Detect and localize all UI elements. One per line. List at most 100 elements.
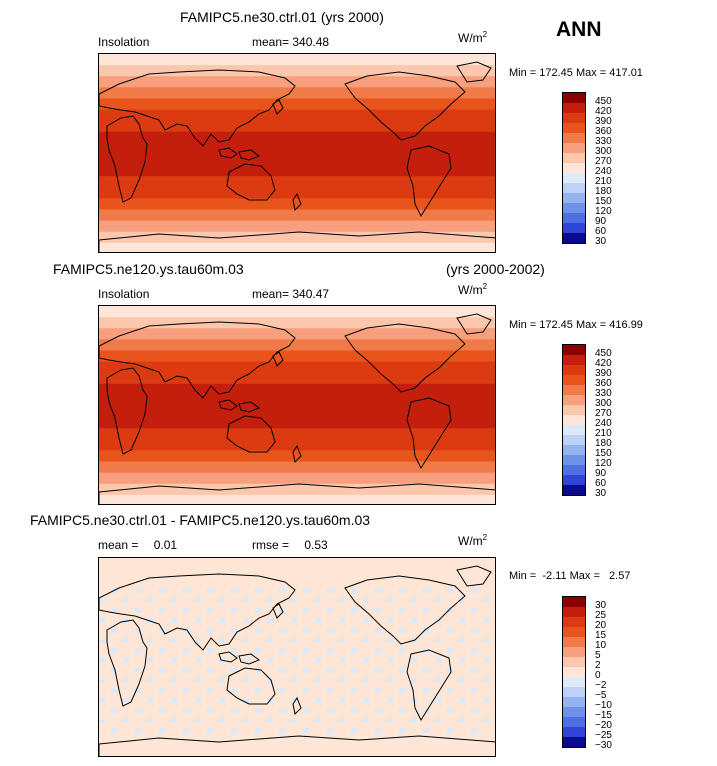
panel3-minmax: Min = -2.11 Max = 2.57 [509, 570, 631, 582]
difference-cell [207, 688, 213, 693]
season-label: ANN [556, 18, 602, 41]
colorbar-swatch [563, 93, 585, 103]
insolation-band [99, 220, 495, 233]
difference-cell [219, 618, 225, 623]
panel3-unit: W/m2 [458, 533, 488, 548]
panel1-unit: W/m2 [458, 30, 488, 45]
colorbar-tick-label: 30 [595, 236, 607, 247]
difference-cell [207, 648, 213, 653]
coastline [238, 653, 261, 665]
coastline [344, 323, 466, 393]
panel1-field-label: Insolation [98, 35, 150, 49]
difference-cell [435, 718, 441, 723]
insolation-band [99, 394, 495, 407]
colorbar-swatch [563, 415, 585, 425]
difference-cell [375, 628, 381, 633]
colorbar-tick-label: 120 [595, 206, 612, 217]
panel2-title: FAMIPC5.ne120.ys.tau60m.03 [53, 261, 244, 277]
colorbar-swatch [563, 717, 585, 727]
difference-cell [351, 688, 357, 693]
difference-cell [459, 598, 465, 603]
difference-cell [471, 688, 477, 693]
colorbar-swatch [563, 485, 585, 495]
difference-cell [339, 638, 345, 643]
difference-cell [399, 728, 405, 733]
difference-cell [387, 658, 393, 663]
difference-cell [267, 718, 273, 723]
colorbar-swatch [563, 737, 585, 747]
difference-cell [159, 648, 165, 653]
difference-cell [315, 618, 321, 623]
difference-cell [111, 688, 117, 693]
difference-cell [399, 608, 405, 613]
colorbar-tick-label: 20 [595, 620, 607, 631]
difference-cell [303, 668, 309, 673]
panel3-map [98, 557, 496, 757]
colorbar-swatch [563, 365, 585, 375]
colorbar-tick-label: 90 [595, 468, 607, 479]
panel3-colorbar [562, 596, 586, 748]
difference-cell [483, 618, 489, 623]
difference-cell [99, 658, 105, 663]
difference-cell [351, 708, 357, 713]
difference-cell [219, 598, 225, 603]
difference-cell [291, 638, 297, 643]
difference-cell [471, 708, 477, 713]
difference-cell [147, 598, 153, 603]
difference-cell [459, 618, 465, 623]
difference-cell [375, 708, 381, 713]
difference-cell [495, 708, 496, 713]
difference-cell [135, 728, 141, 733]
difference-cell [495, 648, 496, 653]
difference-cell [135, 708, 141, 713]
difference-cell [339, 598, 345, 603]
colorbar-tick-label: 5 [595, 650, 601, 661]
difference-cell [423, 688, 429, 693]
difference-cell [471, 728, 477, 733]
difference-cell [399, 628, 405, 633]
difference-cell [183, 668, 189, 673]
difference-cell [231, 608, 237, 613]
insolation-band [99, 494, 495, 504]
colorbar-tick-label: 25 [595, 610, 607, 621]
colorbar-tick-label: 420 [595, 358, 612, 369]
insolation-band [99, 361, 495, 374]
difference-cell [207, 708, 213, 713]
difference-cell [159, 708, 165, 713]
insolation-band [99, 339, 495, 351]
colorbar-swatch [563, 697, 585, 707]
insolation-band [99, 350, 495, 363]
difference-cell [291, 618, 297, 623]
difference-cell [147, 658, 153, 663]
difference-cell [195, 618, 201, 623]
colorbar-tick-label: 60 [595, 478, 607, 489]
colorbar-tick-label: 300 [595, 398, 612, 409]
colorbar-swatch [563, 355, 585, 365]
difference-cell [363, 718, 369, 723]
difference-cell [399, 688, 405, 693]
colorbar-tick-label: 300 [595, 146, 612, 157]
insolation-band [99, 142, 495, 155]
difference-cell [231, 728, 237, 733]
colorbar-tick-label: 180 [595, 438, 612, 449]
difference-cell [327, 728, 333, 733]
difference-cell [171, 598, 177, 603]
difference-cell [375, 668, 381, 673]
difference-cell [423, 588, 429, 593]
colorbar-swatch [563, 597, 585, 607]
insolation-band [99, 76, 495, 88]
insolation-band [99, 306, 495, 318]
coastline [406, 649, 452, 722]
colorbar-tick-label: 330 [595, 388, 612, 399]
coastline [344, 71, 466, 141]
difference-cell [207, 668, 213, 673]
difference-cell [399, 588, 405, 593]
colorbar-tick-label: 390 [595, 368, 612, 379]
difference-cell [291, 678, 297, 683]
difference-cell [183, 588, 189, 593]
difference-cell [459, 718, 465, 723]
difference-cell [99, 638, 105, 643]
difference-cell [267, 678, 273, 683]
colorbar-swatch [563, 183, 585, 193]
difference-cell [375, 688, 381, 693]
